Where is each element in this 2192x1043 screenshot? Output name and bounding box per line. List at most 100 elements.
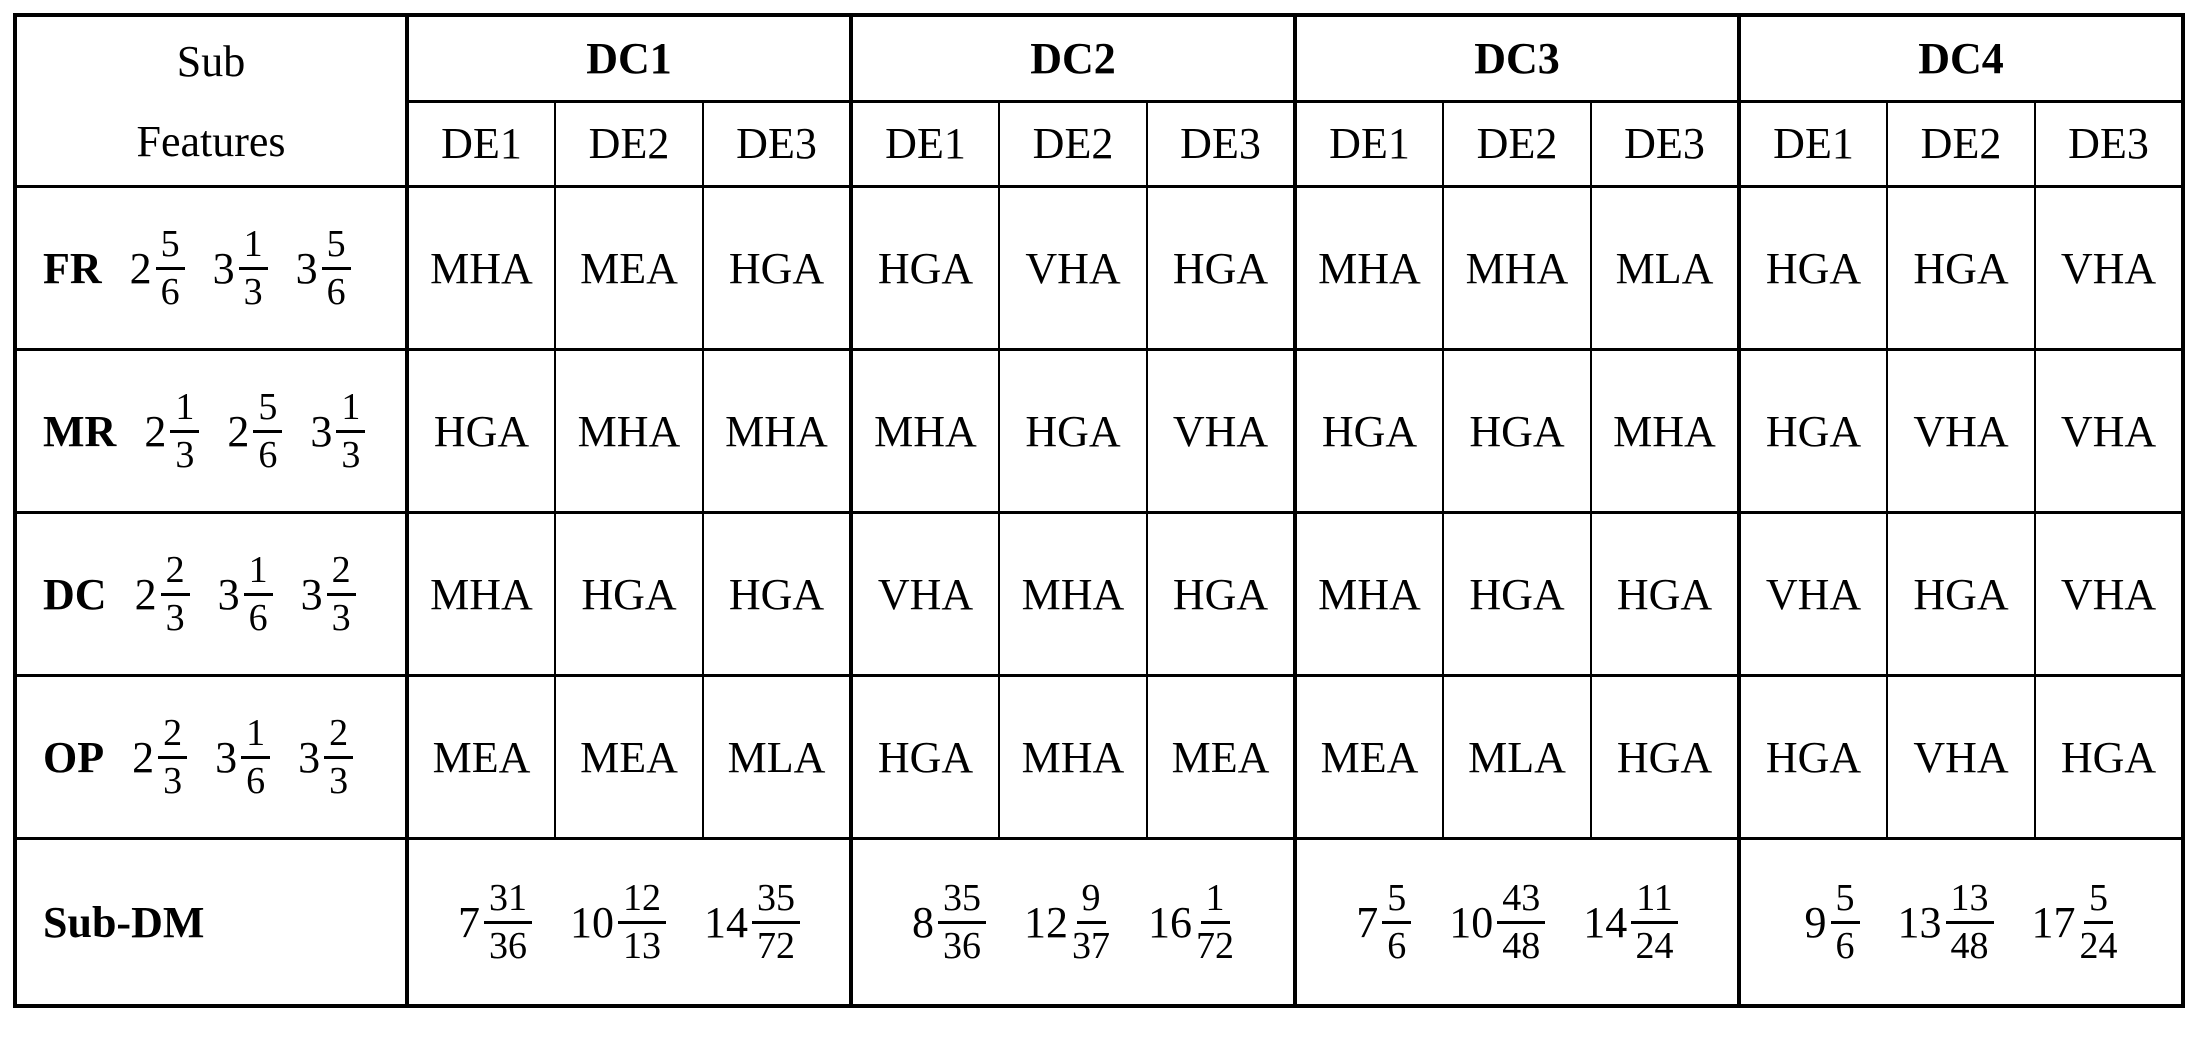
assessment-cell: MHA bbox=[1442, 185, 1592, 351]
assessment-cell: VHA bbox=[1146, 348, 1296, 514]
group-header-dc1: DC1 bbox=[405, 13, 852, 103]
feature-label: FR bbox=[43, 243, 102, 293]
subdm-value: 10 12 13 bbox=[570, 878, 666, 966]
subcol-header: DE2 bbox=[1886, 99, 2036, 188]
assessment-cell: HGA bbox=[1590, 674, 1740, 840]
assessment-cell: VHA bbox=[998, 185, 1148, 351]
assessment-cell: MLA bbox=[1442, 674, 1592, 840]
subdm-value: 17 5 24 bbox=[2031, 876, 2118, 967]
assessment-cell: HGA bbox=[1293, 348, 1444, 514]
assessment-cell: HGA bbox=[849, 674, 1000, 840]
subcol-header: DE1 bbox=[1293, 99, 1444, 188]
subcol-header: DE2 bbox=[1442, 99, 1592, 188]
corner-header-cell: Sub Features bbox=[14, 13, 409, 188]
corner-line-1: Sub bbox=[176, 36, 246, 86]
assessment-cell: MEA bbox=[1293, 674, 1444, 840]
assessment-cell: MHA bbox=[405, 511, 556, 677]
assessment-cell: MHA bbox=[1293, 185, 1444, 351]
assessment-cell: HGA bbox=[1737, 185, 1888, 351]
assessment-cell: HGA bbox=[998, 348, 1148, 514]
header-row-subcols: DE1 DE2 DE3 DE1 DE2 DE3 DE1 DE2 DE3 DE1 … bbox=[15, 99, 2184, 188]
assessment-cell: HGA bbox=[554, 511, 704, 677]
assessment-cell: MHA bbox=[1590, 348, 1740, 514]
assessment-cell: MHA bbox=[405, 185, 556, 351]
assessment-cell: MHA bbox=[702, 348, 852, 514]
assessment-cell: MHA bbox=[998, 511, 1148, 677]
decision-matrix-table: Sub Features DC1 DC2 DC3 DC4 DE1 DE2 DE3… bbox=[13, 13, 2185, 1008]
feature-label: DC bbox=[43, 569, 107, 619]
assessment-cell: MLA bbox=[702, 674, 852, 840]
subdm-value: 12 9 37 bbox=[1024, 876, 1110, 967]
subdm-label: Sub-DM bbox=[14, 837, 409, 1008]
subdm-value: 14 35 72 bbox=[704, 878, 800, 966]
assessment-cell: MLA bbox=[1590, 185, 1740, 351]
assessment-cell: HGA bbox=[849, 185, 1000, 351]
subdm-value: 10 43 48 bbox=[1449, 878, 1546, 966]
assessment-cell: MHA bbox=[554, 348, 704, 514]
assessment-cell: MEA bbox=[554, 674, 704, 840]
subdm-values-dc2: 8 35 36 12 9 37 16 1 72 bbox=[849, 837, 1296, 1008]
subcol-header: DE3 bbox=[702, 99, 852, 188]
assessment-cell: MHA bbox=[1293, 511, 1444, 677]
subdm-value: 13 13 48 bbox=[1898, 878, 1994, 966]
subdm-value: 7 31 36 bbox=[458, 878, 532, 966]
feature-label: MR bbox=[43, 406, 117, 456]
assessment-cell: HGA bbox=[1737, 348, 1888, 514]
assessment-cell: HGA bbox=[405, 348, 556, 514]
assessment-cell: VHA bbox=[2034, 348, 2184, 514]
subcol-header: DE3 bbox=[1146, 99, 1296, 188]
subdm-value: 8 35 36 bbox=[912, 878, 986, 966]
assessment-cell: HGA bbox=[1442, 348, 1592, 514]
assessment-cell: HGA bbox=[1146, 511, 1296, 677]
table-row-subdm: Sub-DM 7 31 36 10 12 13 14 35 72 8 35 36 12 9 37 1… bbox=[14, 837, 2184, 1008]
subdm-values-dc1: 7 31 36 10 12 13 14 35 72 bbox=[405, 837, 852, 1008]
assessment-cell: VHA bbox=[849, 511, 1000, 677]
header-row-groups: Sub Features DC1 DC2 DC3 DC4 bbox=[14, 13, 2184, 188]
assessment-cell: MHA bbox=[998, 674, 1148, 840]
assessment-cell: VHA bbox=[1886, 348, 2036, 514]
assessment-cell: HGA bbox=[1590, 511, 1740, 677]
subcol-header: DE3 bbox=[2034, 99, 2184, 188]
assessment-cell: HGA bbox=[702, 185, 852, 351]
assessment-cell: HGA bbox=[1442, 511, 1592, 677]
assessment-cell: VHA bbox=[2034, 185, 2184, 351]
assessment-cell: MEA bbox=[1146, 674, 1296, 840]
assessment-cell: HGA bbox=[1737, 674, 1888, 840]
assessment-cell: MEA bbox=[405, 674, 556, 840]
assessment-cell: VHA bbox=[1737, 511, 1888, 677]
assessment-cell: HGA bbox=[1886, 185, 2036, 351]
feature-label: OP bbox=[43, 732, 105, 782]
subcol-header: DE2 bbox=[554, 99, 704, 188]
assessment-cell: VHA bbox=[1886, 674, 2036, 840]
subdm-value: 14 11 24 bbox=[1583, 878, 1678, 966]
assessment-cell: MHA bbox=[849, 348, 1000, 514]
assessment-cell: HGA bbox=[702, 511, 852, 677]
group-header-dc2: DC2 bbox=[849, 13, 1296, 103]
subcol-header: DE1 bbox=[849, 99, 1000, 188]
assessment-cell: HGA bbox=[1146, 185, 1296, 351]
corner-line-2: Features bbox=[136, 116, 286, 166]
subcol-header: DE2 bbox=[998, 99, 1148, 188]
subcol-header: DE3 bbox=[1590, 99, 1740, 188]
group-header-dc3: DC3 bbox=[1293, 13, 1740, 103]
